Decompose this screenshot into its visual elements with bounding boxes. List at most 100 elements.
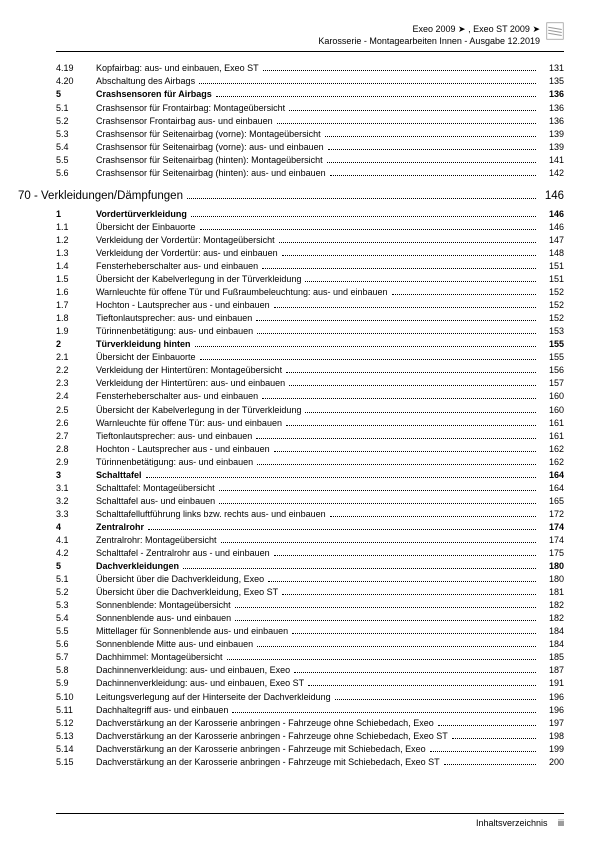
toc-title-cell: Zentralrohr: [96, 521, 540, 534]
toc-title-cell: Verkleidung der Vordertür: aus- und einb…: [96, 247, 540, 260]
toc-title: Sonnenblende aus- und einbauen: [96, 612, 231, 625]
toc-num: 5.12: [56, 717, 96, 730]
toc-page: 152: [540, 312, 564, 325]
section-title: - Verkleidungen/Dämpfungen: [34, 190, 183, 202]
toc-num: 5.3: [56, 599, 96, 612]
leader-dots: [221, 542, 536, 543]
toc-title-cell: Verkleidung der Hintertüren: aus- und ei…: [96, 377, 540, 390]
leader-dots: [289, 385, 536, 386]
leader-dots: [282, 594, 536, 595]
toc-page: 151: [540, 260, 564, 273]
leader-dots: [274, 307, 536, 308]
toc-num: 1.5: [56, 273, 96, 286]
toc-page: 199: [540, 743, 564, 756]
toc-row: 4.2Schalttafel - Zentralrohr aus - und e…: [56, 547, 564, 560]
toc-title: Sonnenblende: Montageübersicht: [96, 599, 231, 612]
toc-title: Crashsensor Frontairbag aus- und einbaue…: [96, 115, 273, 128]
toc-title: Vordertürverkleidung: [96, 208, 187, 221]
toc-page: 164: [540, 482, 564, 495]
toc-num: 3: [56, 469, 96, 482]
leader-dots: [232, 712, 536, 713]
toc-title-cell: Schalttafel: [96, 469, 540, 482]
leader-dots: [330, 516, 536, 517]
toc-title-cell: Türverkleidung hinten: [96, 338, 540, 351]
toc-title-cell: Leitungsverlegung auf der Hinterseite de…: [96, 691, 540, 704]
leader-dots: [219, 490, 536, 491]
toc-row: 5.4Crashsensor für Seitenairbag (vorne):…: [56, 141, 564, 154]
toc-title: Dachverstärkung an der Karosserie anbrin…: [96, 743, 426, 756]
toc-num: 5.1: [56, 102, 96, 115]
toc-page: 156: [540, 364, 564, 377]
toc-title: Schalttafel - Zentralrohr aus - und einb…: [96, 547, 270, 560]
toc-title: Crashsensor für Frontairbag: Montageüber…: [96, 102, 285, 115]
toc-row: 1.7Hochton - Lautsprecher aus - und einb…: [56, 299, 564, 312]
toc-num: 2.9: [56, 456, 96, 469]
toc-row: 2.9Türinnenbetätigung: aus- und einbauen…: [56, 456, 564, 469]
toc-num: 5: [56, 560, 96, 573]
leader-dots: [286, 372, 536, 373]
toc-page: 135: [540, 75, 564, 88]
toc-page: 180: [540, 573, 564, 586]
toc-title: Tieftonlautsprecher: aus- und einbauen: [96, 430, 252, 443]
toc-page: 136: [540, 88, 564, 101]
toc-title: Warnleuchte für offene Tür und Fußraumbe…: [96, 286, 388, 299]
toc-page: 131: [540, 62, 564, 75]
leader-dots: [430, 751, 536, 752]
toc-title: Abschaltung des Airbags: [96, 75, 195, 88]
toc-title-cell: Warnleuchte für offene Tür und Fußraumbe…: [96, 286, 540, 299]
toc-row: 4Zentralrohr174: [56, 521, 564, 534]
toc-page: 181: [540, 586, 564, 599]
toc-num: 3.2: [56, 495, 96, 508]
toc-num: 5.6: [56, 638, 96, 651]
toc-row: 5.7Dachhimmel: Montageübersicht185: [56, 651, 564, 664]
toc-title-cell: Dachverstärkung an der Karosserie anbrin…: [96, 717, 540, 730]
toc-title-cell: Hochton - Lautsprecher aus - und einbaue…: [96, 299, 540, 312]
leader-dots: [262, 268, 536, 269]
header-line2: Karosserie - Montagearbeiten Innen - Aus…: [56, 36, 540, 48]
toc-num: 5.15: [56, 756, 96, 769]
toc-row: 5.5Mittellager für Sonnenblende aus- und…: [56, 625, 564, 638]
toc-row: 5.14Dachverstärkung an der Karosserie an…: [56, 743, 564, 756]
toc-page: 136: [540, 102, 564, 115]
toc-title: Mittellager für Sonnenblende aus- und ei…: [96, 625, 288, 638]
toc-title-cell: Tieftonlautsprecher: aus- und einbauen: [96, 430, 540, 443]
leader-dots: [305, 281, 536, 282]
toc-page: 141: [540, 154, 564, 167]
leader-dots: [148, 529, 536, 530]
leader-dots: [452, 738, 536, 739]
toc-title: Übersicht der Kabelverlegung in der Türv…: [96, 404, 301, 417]
toc-page: 157: [540, 377, 564, 390]
toc-title: Schalttafel: Montageübersicht: [96, 482, 215, 495]
leader-dots: [274, 451, 536, 452]
page-header: Exeo 2009 ➤ , Exeo ST 2009 ➤ Karosserie …: [56, 24, 564, 47]
toc-num: 4.20: [56, 75, 96, 88]
toc-title: Übersicht der Kabelverlegung in der Türv…: [96, 273, 301, 286]
toc-num: 5.1: [56, 573, 96, 586]
toc-num: 5.9: [56, 677, 96, 690]
leader-dots: [199, 83, 536, 84]
toc-title: Kopfairbag: aus- und einbauen, Exeo ST: [96, 62, 259, 75]
toc-title: Crashsensoren für Airbags: [96, 88, 212, 101]
toc-title: Hochton - Lautsprecher aus - und einbaue…: [96, 299, 270, 312]
leader-dots: [308, 685, 536, 686]
leader-dots: [257, 646, 536, 647]
leader-dots: [216, 96, 536, 97]
toc-title-cell: Dachinnenverkleidung: aus- und einbauen,…: [96, 664, 540, 677]
toc-title-cell: Übersicht der Kabelverlegung in der Türv…: [96, 273, 540, 286]
toc-row: 2.7Tieftonlautsprecher: aus- und einbaue…: [56, 430, 564, 443]
toc-num: 2.1: [56, 351, 96, 364]
toc-num: 4.1: [56, 534, 96, 547]
toc-title-cell: Verkleidung der Hintertüren: Montageüber…: [96, 364, 540, 377]
leader-dots: [279, 242, 536, 243]
toc-page: 139: [540, 141, 564, 154]
toc-title: Dachverkleidungen: [96, 560, 179, 573]
toc-title-cell: Kopfairbag: aus- und einbauen, Exeo ST: [96, 62, 540, 75]
toc-title-cell: Übersicht über die Dachverkleidung, Exeo: [96, 573, 540, 586]
footer-label: Inhaltsverzeichnis: [476, 818, 548, 828]
toc-title-cell: Warnleuchte für offene Tür: aus- und ein…: [96, 417, 540, 430]
toc-page: 148: [540, 247, 564, 260]
toc-title: Zentralrohr: [96, 521, 144, 534]
table-of-contents: 4.19Kopfairbag: aus- und einbauen, Exeo …: [56, 62, 564, 768]
toc-title-cell: Sonnenblende: Montageübersicht: [96, 599, 540, 612]
page-footer: Inhaltsverzeichnis iii: [56, 813, 564, 828]
